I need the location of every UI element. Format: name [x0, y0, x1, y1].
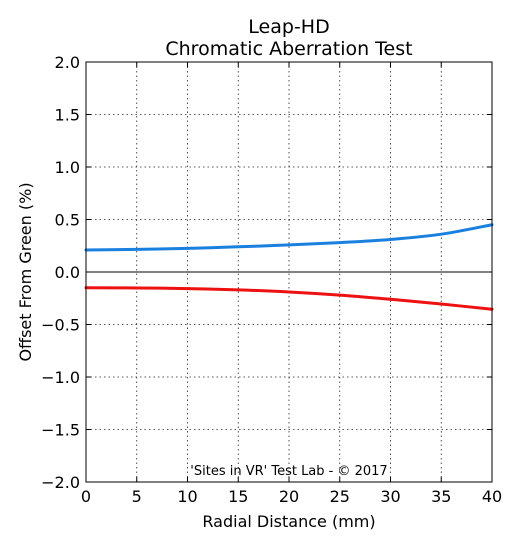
tick-layer: 0 5 10 15 20 25 30 35 40 2.0 1.5 1.0 0.5 0.0 −0.5 −1.0 −… [41, 53, 502, 506]
y-axis-label: Offset From Green (%) [16, 182, 35, 361]
x-axis-label: Radial Distance (mm) [202, 512, 375, 531]
chart-title-line-2: Chromatic Aberration Test [165, 38, 412, 60]
y-tick-label: 2.0 [55, 53, 80, 72]
y-tick-label: −0.5 [41, 316, 80, 335]
x-tick-label: 5 [132, 487, 142, 506]
y-tick-label: 0.0 [55, 263, 80, 282]
x-tick-label: 40 [482, 487, 502, 506]
y-tick-label: 0.5 [55, 211, 80, 230]
x-tick-label: 10 [177, 487, 197, 506]
x-tick-label: 20 [279, 487, 299, 506]
x-tick-label: 35 [431, 487, 451, 506]
x-tick-label: 30 [380, 487, 400, 506]
y-tick-label: −2.0 [41, 473, 80, 492]
y-tick-label: −1.5 [41, 421, 80, 440]
y-tick-label: 1.0 [55, 158, 80, 177]
credit-annotation: 'Sites in VR' Test Lab - © 2017 [190, 464, 387, 479]
y-tick-label: −1.0 [41, 368, 80, 387]
x-tick-label: 15 [228, 487, 248, 506]
x-tick-label: 0 [81, 487, 91, 506]
y-tick-label: 1.5 [55, 106, 80, 125]
series-layer [84, 223, 494, 311]
chart-title-line-1: Leap-HD [248, 16, 329, 38]
x-tick-label: 25 [330, 487, 350, 506]
series-line-2 [84, 286, 494, 311]
series-line-1 [84, 223, 494, 252]
